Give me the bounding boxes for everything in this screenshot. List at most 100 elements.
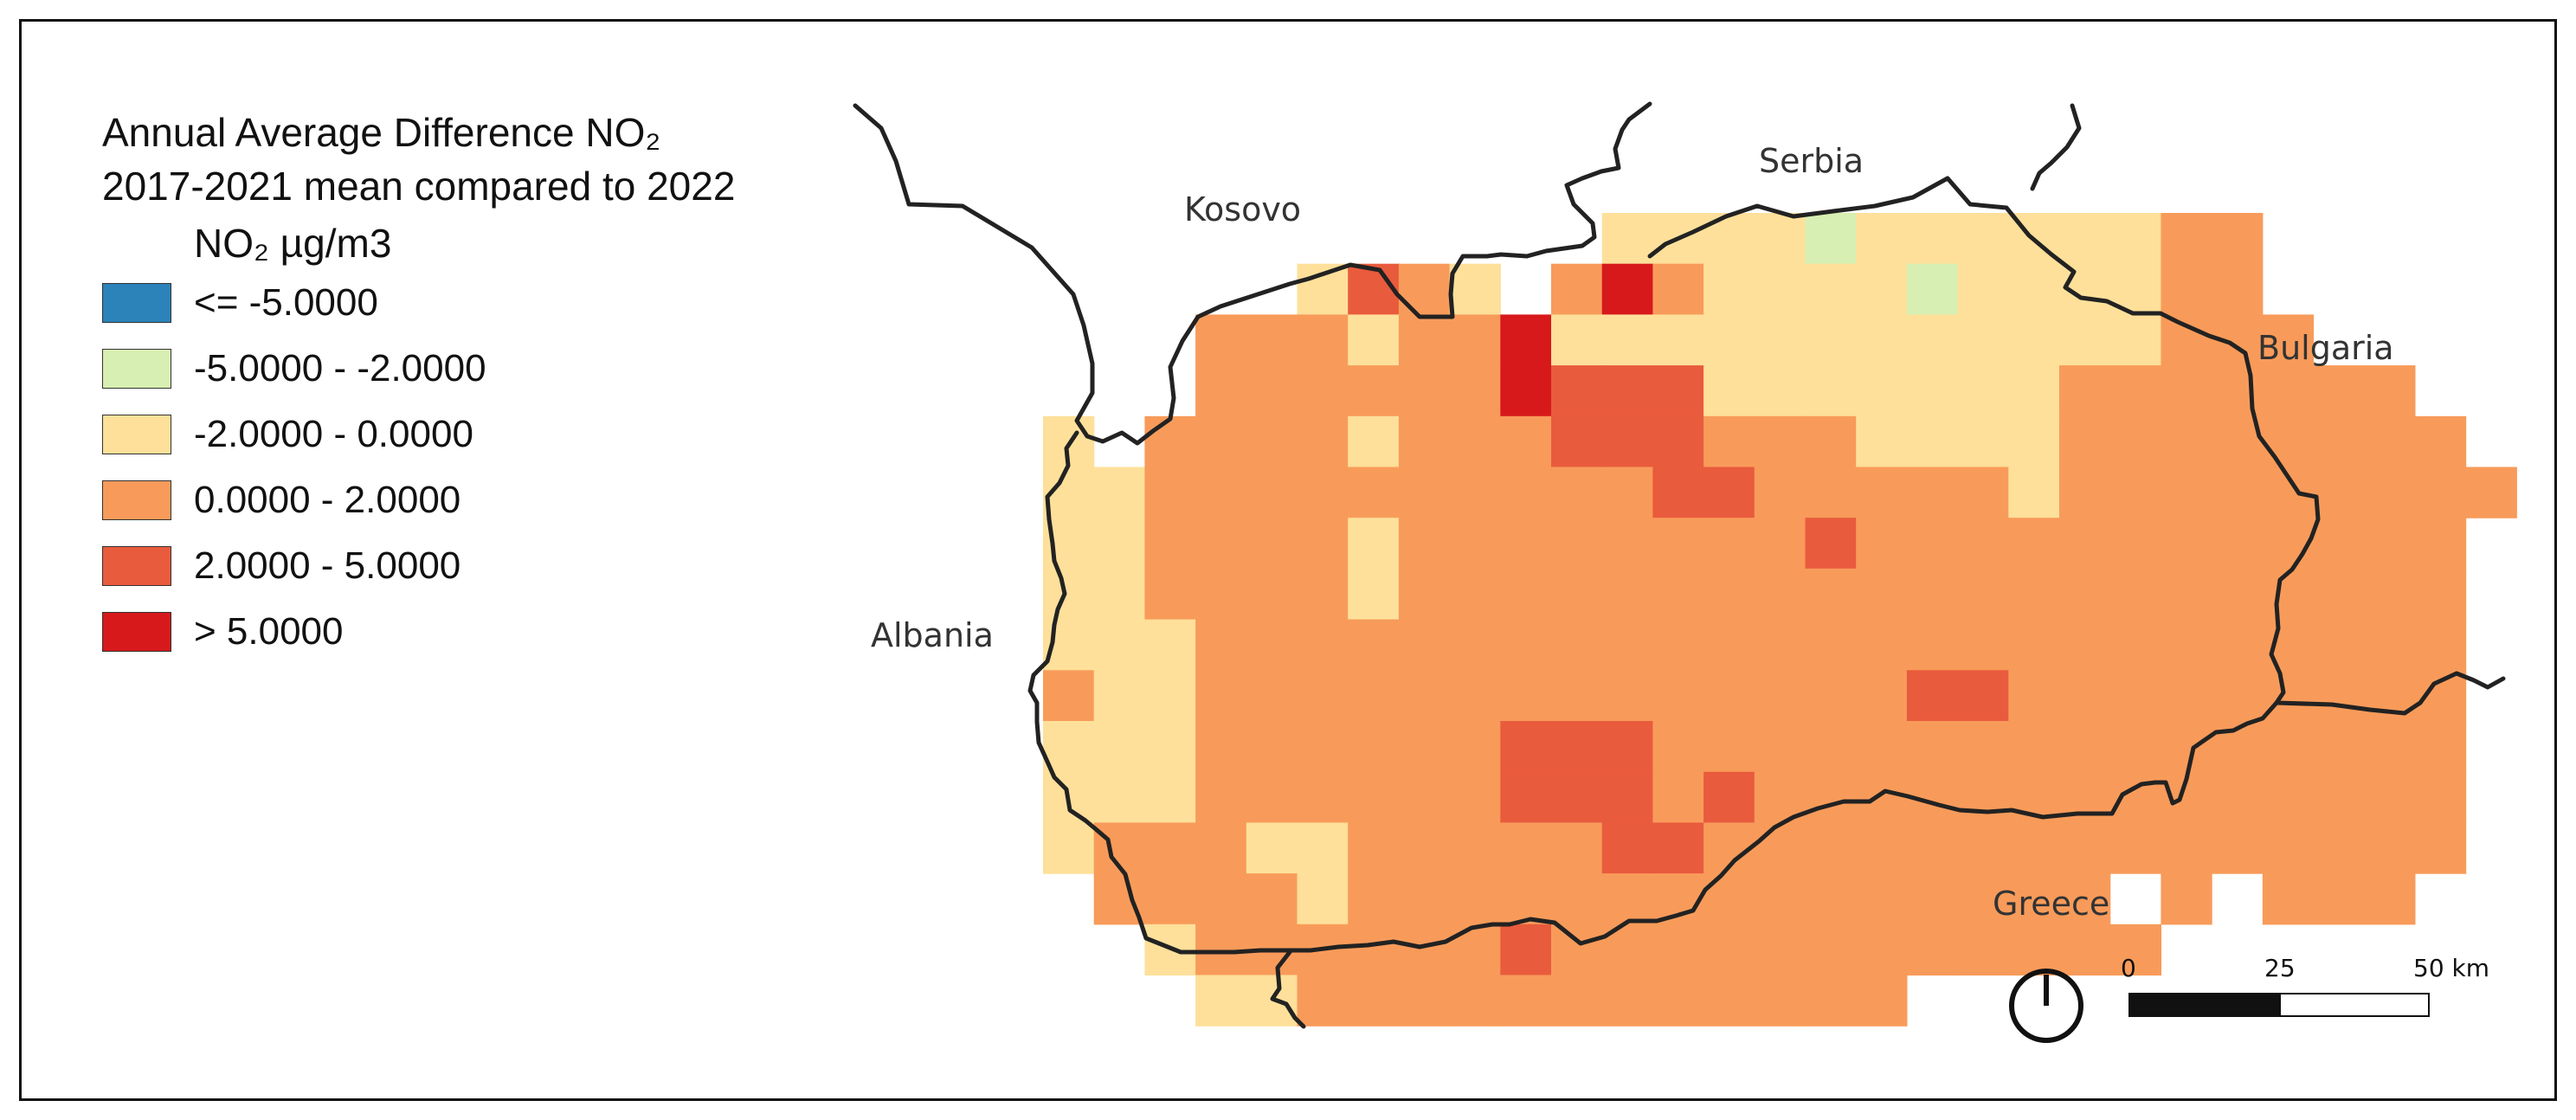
grid-cell <box>1500 873 1552 925</box>
grid-cell <box>1805 518 1857 570</box>
grid-cell <box>2109 518 2161 570</box>
grid-cell <box>1551 822 1603 874</box>
scale-label-50: 50 km <box>2413 954 2490 982</box>
grid-cell <box>1246 467 1298 518</box>
grid-cell <box>1652 619 1704 671</box>
legend-item: -5.0000 - -2.0000 <box>102 336 735 402</box>
grid-cell <box>2008 924 2060 976</box>
grid-cell <box>1957 314 2009 366</box>
grid-cell <box>1297 365 1349 417</box>
grid-cell <box>2059 721 2111 773</box>
grid-cell <box>2109 213 2161 265</box>
grid-cell <box>1601 721 1653 773</box>
grid-cell <box>2008 619 2060 671</box>
grid-cell <box>1551 467 1603 518</box>
grid-cell <box>1805 619 1857 671</box>
grid-cell <box>1601 365 1653 417</box>
grid-cell <box>1906 924 1959 976</box>
grid-cell <box>2059 822 2111 874</box>
grid-cell <box>1906 213 1959 265</box>
grid-cell <box>1601 822 1653 874</box>
grid-cell <box>1957 924 2009 976</box>
grid-cell <box>1348 975 1400 1027</box>
grid-cell <box>1246 365 1298 417</box>
legend-items: <= -5.0000 -5.0000 - -2.0000 -2.0000 - 0.0… <box>102 270 735 665</box>
legend-label: 0.0000 - 2.0000 <box>194 479 461 521</box>
grid-cell <box>1297 975 1349 1027</box>
grid-cell <box>1398 670 1451 722</box>
grid-cell <box>1449 822 1501 874</box>
grid-cell <box>1449 924 1501 976</box>
grid-cell <box>1449 568 1501 621</box>
place-label-bulgaria: Bulgaria <box>2257 329 2394 367</box>
grid-cell <box>1348 314 1400 366</box>
grid-cell <box>1805 670 1857 722</box>
grid-cell <box>1754 365 1806 417</box>
grid-cell <box>1703 314 1755 366</box>
grid-cell <box>1500 975 1552 1027</box>
grid-cell <box>1652 263 1704 315</box>
grid-cell <box>2109 670 2161 722</box>
grid-cell <box>1601 415 1653 468</box>
grid-cell <box>1856 314 1908 366</box>
legend-item: <= -5.0000 <box>102 270 735 336</box>
place-label-kosovo: Kosovo <box>1184 190 1302 229</box>
grid-cell <box>1195 415 1247 468</box>
legend-item: 2.0000 - 5.0000 <box>102 533 735 599</box>
grid-cell <box>1957 721 2009 773</box>
grid-cell <box>1754 822 1806 874</box>
grid-cell <box>2161 619 2212 671</box>
grid-cell <box>2109 619 2161 671</box>
grid-cell <box>1652 822 1704 874</box>
grid-cell <box>1551 415 1603 468</box>
grid-cell <box>1703 873 1755 925</box>
grid-cell <box>2262 568 2315 621</box>
country-border-line <box>1232 700 2279 955</box>
grid-cell <box>1754 213 1806 265</box>
grid-cell <box>1297 721 1349 773</box>
grid-cell <box>1398 721 1451 773</box>
grid-cell <box>1856 568 1908 621</box>
grid-cell <box>2212 670 2264 722</box>
legend-swatch <box>102 480 171 520</box>
grid-cell <box>1297 822 1349 874</box>
grid-cell <box>2212 619 2264 671</box>
grid-cell <box>1652 721 1704 773</box>
grid-cell <box>1144 873 1196 925</box>
grid-cell <box>2465 467 2517 518</box>
grid-cell <box>2059 924 2111 976</box>
grid-cell <box>1551 263 1603 315</box>
grid-cell <box>1551 619 1603 671</box>
grid-cell <box>1856 721 1908 773</box>
grid-cell <box>1195 721 1247 773</box>
grid-cell <box>1144 415 1196 468</box>
grid-cell <box>2414 415 2467 468</box>
grid-cell <box>1093 518 1145 570</box>
grid-cell <box>1652 924 1704 976</box>
grid-cell <box>1906 873 1959 925</box>
grid-cell <box>2313 721 2365 773</box>
grid-cell <box>1551 771 1603 823</box>
grid-cell <box>2313 415 2365 468</box>
grid-cell <box>1906 263 1959 315</box>
grid-cell <box>1601 263 1653 315</box>
grid-cell <box>1551 568 1603 621</box>
grid-cell <box>1805 314 1857 366</box>
grid-cell <box>2161 721 2212 773</box>
grid-cell <box>1601 670 1653 722</box>
grid-cell <box>2414 518 2467 570</box>
grid-cell <box>2212 365 2264 417</box>
legend-label: > 5.0000 <box>194 610 344 653</box>
grid-cell <box>1957 518 2009 570</box>
grid-cell <box>2059 467 2111 518</box>
grid-cell <box>1246 670 1298 722</box>
grid-cell <box>1449 314 1501 366</box>
grid-cell <box>1398 365 1451 417</box>
grid-cell <box>2059 213 2111 265</box>
grid-cell <box>1652 771 1704 823</box>
grid-cell <box>2364 415 2416 468</box>
legend-item: > 5.0000 <box>102 599 735 665</box>
grid-cell <box>2059 568 2111 621</box>
grid-cell <box>2212 518 2264 570</box>
legend-swatch <box>102 612 171 652</box>
